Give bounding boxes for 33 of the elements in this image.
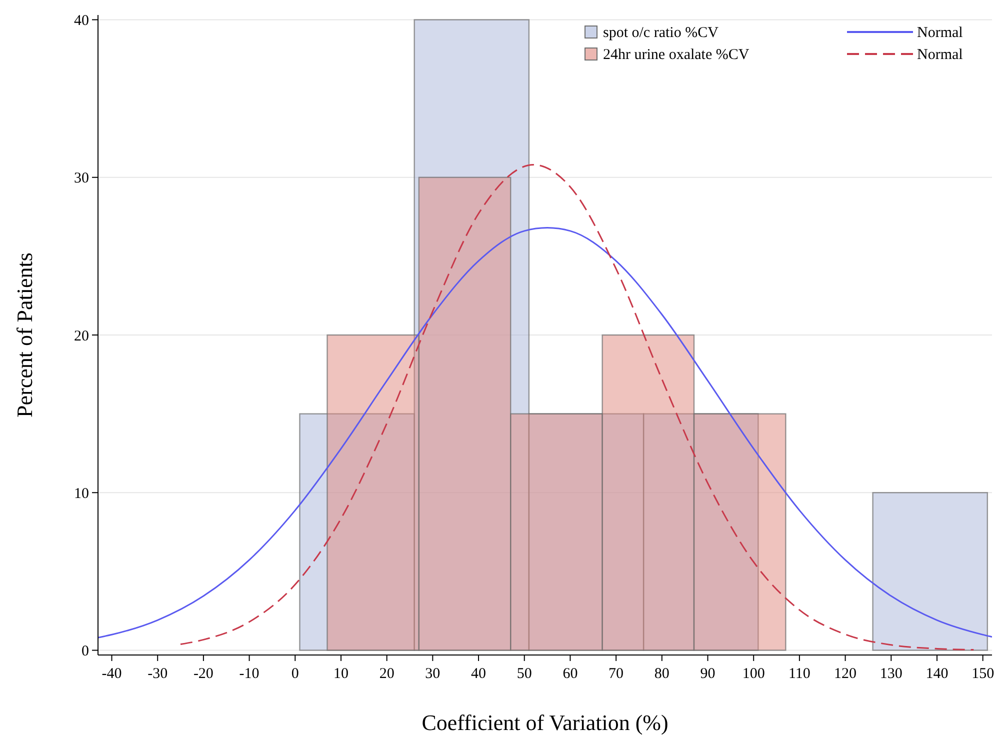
y-tick-label: 20	[74, 328, 89, 344]
line-series	[180, 164, 974, 651]
line-series	[98, 227, 992, 638]
x-tick-label: -20	[193, 666, 214, 682]
x-tick-label: 40	[471, 666, 486, 682]
x-tick-label: -10	[239, 666, 260, 682]
legend-label: 24hr urine oxalate %CV	[603, 47, 750, 63]
x-tick-label: 10	[333, 666, 348, 682]
y-tick-label: 0	[82, 644, 89, 660]
x-tick-label: 110	[788, 666, 810, 682]
x-tick-label: 30	[425, 666, 440, 682]
x-tick-label: 0	[291, 666, 299, 682]
y-axis-title: Percent of Patients	[12, 252, 37, 418]
x-tick-label: -30	[148, 666, 168, 682]
x-tick-label: 100	[742, 666, 765, 682]
x-tick-label: 130	[880, 666, 902, 682]
x-tick-label: 90	[700, 666, 716, 682]
x-tick-label: 140	[926, 666, 948, 682]
legend-label: spot o/c ratio %CV	[603, 25, 719, 41]
x-tick-label: 60	[562, 666, 578, 682]
x-tick-label: 120	[834, 666, 857, 682]
x-tick-label: 150	[972, 666, 994, 682]
y-tick-label: 30	[74, 170, 89, 187]
x-axis-title: Coefficient of Variation (%)	[422, 710, 668, 735]
x-tick-label: -40	[102, 666, 122, 682]
x-tick-label: 20	[379, 666, 394, 682]
x-tick-label: 50	[516, 666, 532, 682]
y-tick-label: 40	[74, 12, 89, 29]
x-tick-label: 70	[608, 666, 624, 682]
x-tick-label: 80	[654, 666, 670, 682]
legend-label: Normal	[917, 25, 963, 41]
y-tick-label: 10	[74, 486, 89, 502]
legend-label: Normal	[917, 47, 963, 63]
